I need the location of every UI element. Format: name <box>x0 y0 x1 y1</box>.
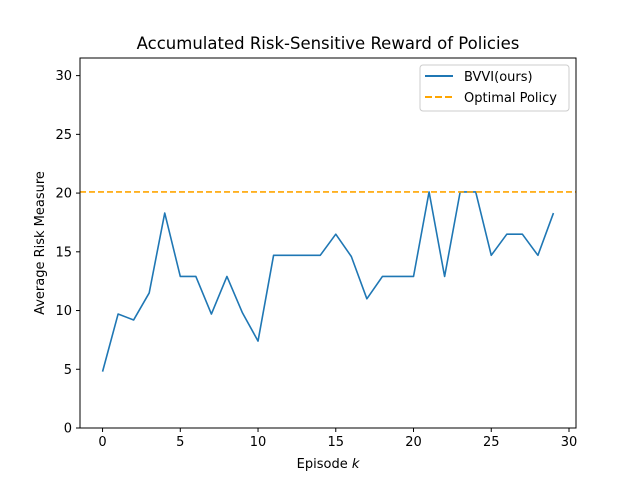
x-tick-label: 15 <box>328 435 345 450</box>
plot-area <box>80 191 576 372</box>
y-tick-label: 5 <box>64 363 72 378</box>
x-axis-label: Episode k <box>297 457 360 472</box>
y-tick-label: 10 <box>55 304 72 319</box>
x-tick-label: 25 <box>483 435 500 450</box>
y-axis-label: Average Risk Measure <box>33 171 48 315</box>
x-axis-label-main: Episode <box>297 457 352 472</box>
x-tick-label: 0 <box>98 435 106 450</box>
y-tick-label: 25 <box>55 128 72 143</box>
chart-title: Accumulated Risk-Sensitive Reward of Pol… <box>137 34 520 53</box>
legend-box <box>419 64 570 112</box>
axes-frame <box>79 57 577 429</box>
x-tick-label: 5 <box>176 435 184 450</box>
legend-label-bvvi: BVVI(ours) <box>464 70 533 85</box>
legend: BVVI(ours) Optimal Policy <box>419 64 570 112</box>
legend-label-optimal: Optimal Policy <box>464 91 557 106</box>
y-tick-label: 20 <box>55 187 72 202</box>
x-tick-label: 30 <box>561 435 578 450</box>
series-line-bvvi <box>101 191 555 372</box>
x-axis-label-var: k <box>352 457 360 472</box>
x-axis: 0 5 10 15 20 25 30 <box>98 428 577 450</box>
y-tick-label: 30 <box>55 69 72 84</box>
x-tick-label: 20 <box>405 435 422 450</box>
y-tick-label: 0 <box>64 422 72 437</box>
y-axis: 0 5 10 15 20 25 30 <box>55 69 80 437</box>
x-tick-label: 10 <box>250 435 267 450</box>
y-tick-label: 15 <box>55 245 72 260</box>
